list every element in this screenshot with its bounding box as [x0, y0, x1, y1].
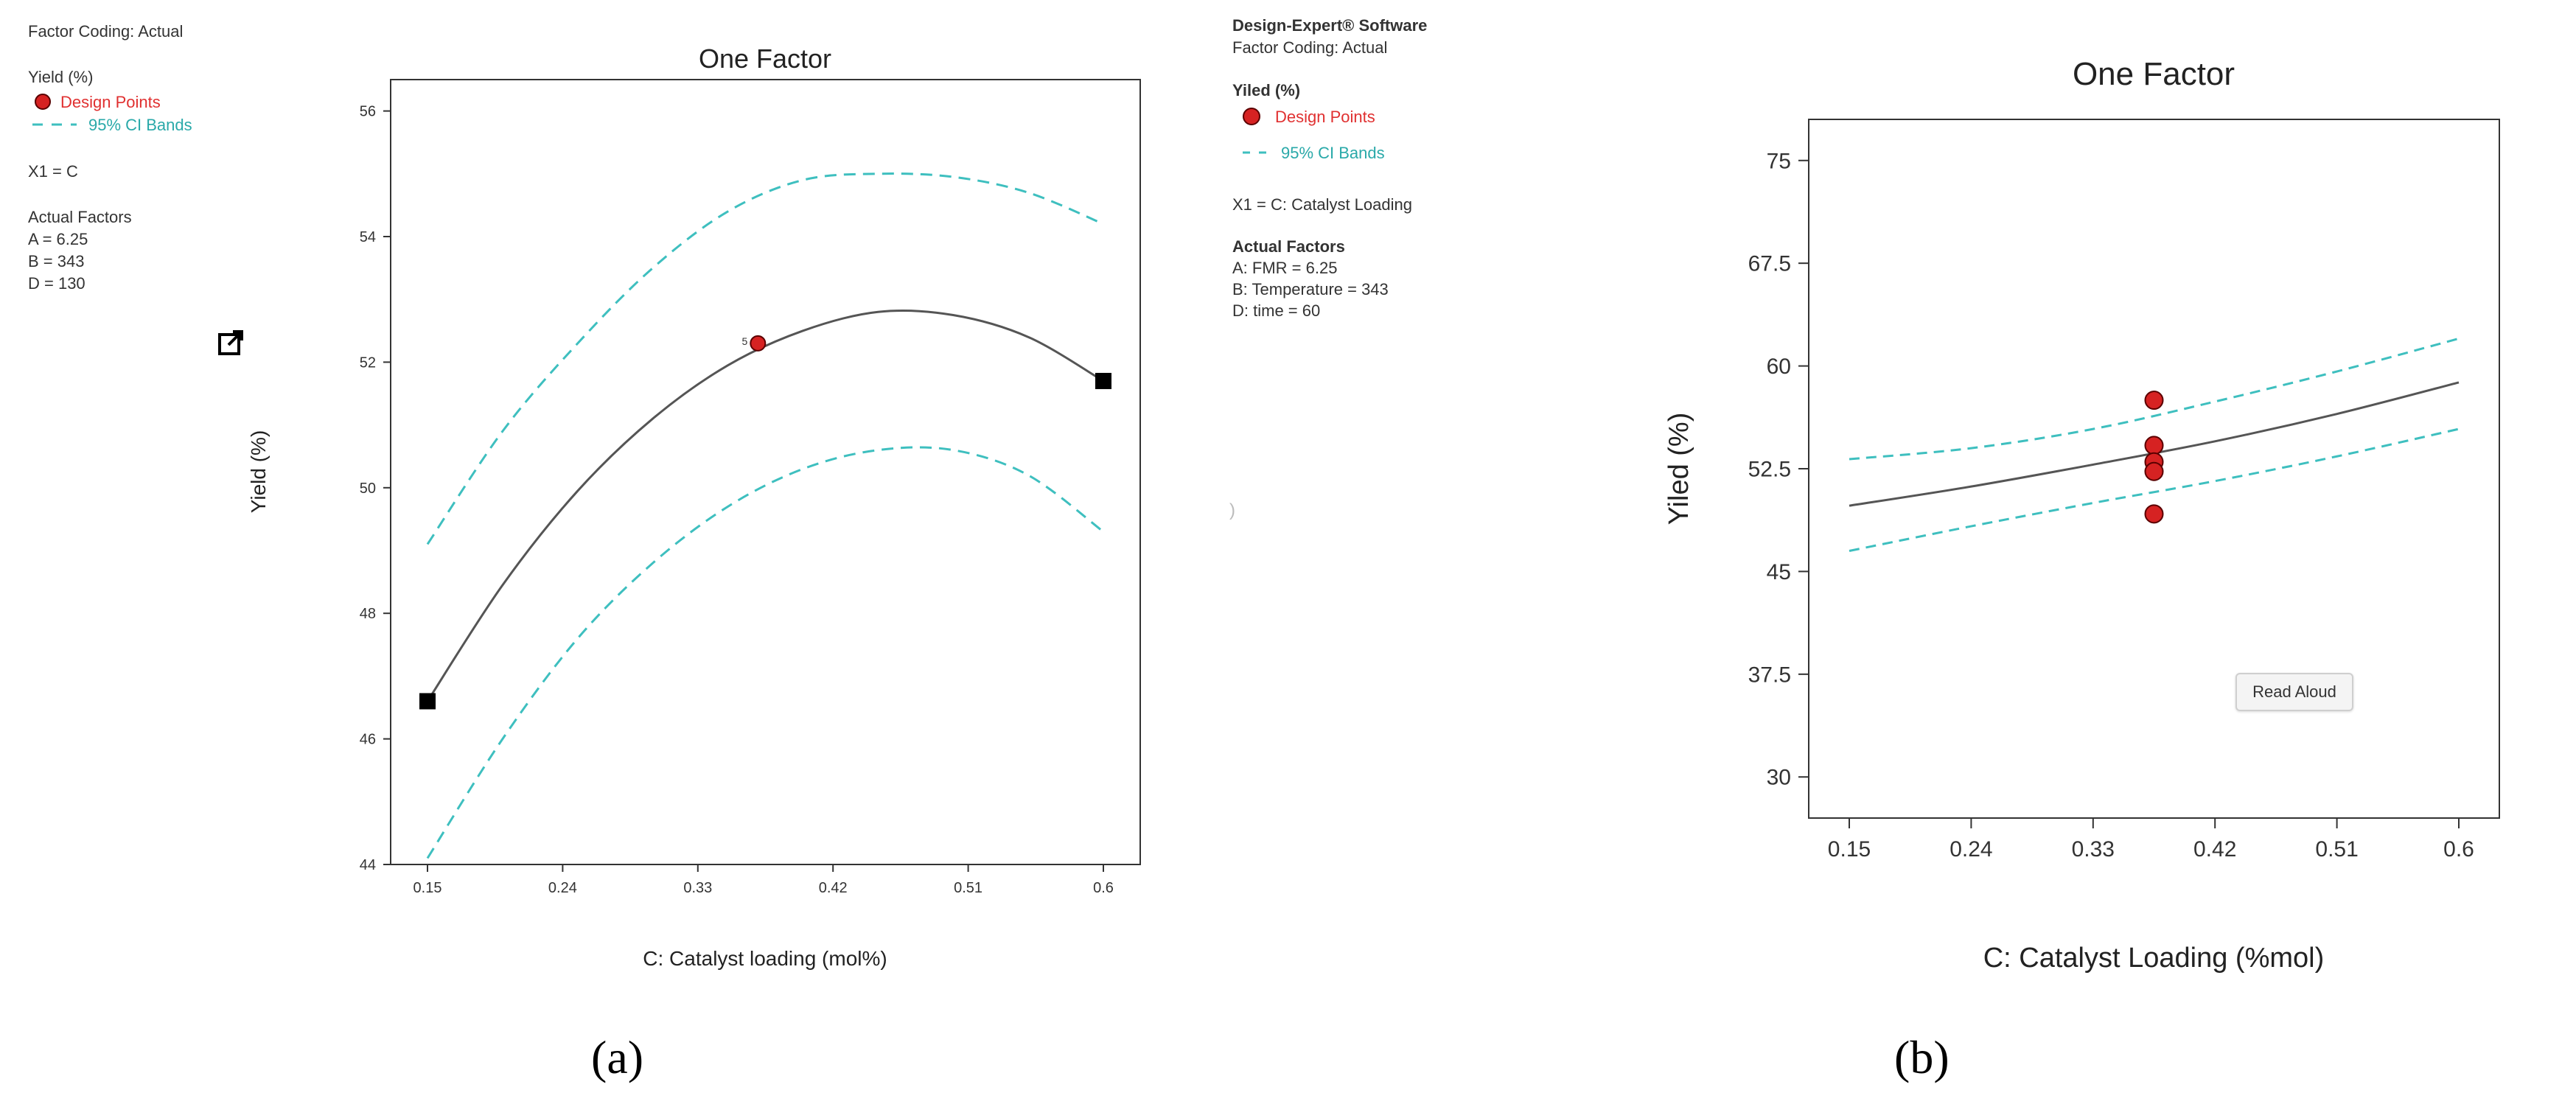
- x-tick-label: 0.24: [548, 880, 577, 896]
- factor-coding-b: Factor Coding: Actual: [1232, 38, 1387, 57]
- caption-b: (b): [1894, 1031, 1950, 1083]
- plot-frame-a: [390, 79, 1141, 865]
- actual-factor-time: D: time = 60: [1232, 301, 1320, 320]
- x-axis-label-a: C: Catalyst loading (mol%): [643, 947, 887, 970]
- ticks-a: 0.15 0.24 0.33 0.42 0.51 0.6 44 46 48 50 52 54 56: [360, 104, 1114, 896]
- y-tick-label: 54: [360, 229, 376, 245]
- y-tick-label: 67.5: [1748, 252, 1791, 276]
- chart-panel-a: One Factor C: Catalyst loading (mol%) Yi…: [28, 22, 1141, 970]
- x-tick-label: 0.15: [413, 880, 442, 896]
- divider-mark: ): [1229, 500, 1235, 520]
- endpoint-marker: [1095, 372, 1111, 389]
- ci-band-lower-a: [426, 446, 1104, 859]
- y-tick-label: 48: [360, 606, 376, 622]
- caption-a: (a): [591, 1031, 644, 1083]
- chart-panel-b: One Factor C: Catalyst Loading (%mol) Yi…: [1232, 16, 2500, 974]
- design-point: [750, 335, 767, 352]
- x-tick-label: 0.15: [1828, 837, 1871, 862]
- x1-definition-b: X1 = C: Catalyst Loading: [1232, 195, 1412, 214]
- ci-band-upper-b: [1849, 337, 2460, 461]
- ticks-b: 0.15 0.24 0.33 0.42 0.51 0.6 30 37.5 45 52.5 60 67.…: [1748, 149, 2474, 862]
- info-block-b: Design-Expert® Software Factor Coding: A…: [1232, 16, 1427, 320]
- info-block-a: Factor Coding: Actual Yield (%) Design P…: [28, 22, 192, 293]
- actual-factor-b: B = 343: [28, 252, 84, 270]
- x-tick-label: 0.51: [2315, 837, 2358, 862]
- external-link-icon[interactable]: [218, 330, 243, 355]
- software-name-b: Design-Expert® Software: [1232, 16, 1427, 35]
- design-point: [2144, 436, 2164, 455]
- legend-ci-bands-a: 95% CI Bands: [88, 116, 192, 134]
- x-axis-label-b: C: Catalyst Loading (%mol): [1983, 943, 2325, 974]
- y-tick-label: 45: [1767, 560, 1791, 584]
- y-tick-label: 44: [360, 857, 376, 873]
- chart-title-b: One Factor: [2073, 56, 2235, 92]
- legend-point-marker-b: [1243, 108, 1260, 125]
- y-tick-label: 30: [1767, 766, 1791, 790]
- x-tick-label: 0.51: [954, 880, 982, 896]
- design-point-count: 5: [742, 335, 748, 347]
- y-tick-label: 60: [1767, 354, 1791, 379]
- response-name-a: Yield (%): [28, 68, 93, 86]
- prediction-curve-b: [1849, 381, 2460, 507]
- read-aloud-button[interactable]: Read Aloud: [2235, 673, 2353, 711]
- y-tick-label: 75: [1767, 149, 1791, 173]
- design-point: [2144, 391, 2164, 410]
- x-tick-label: 0.33: [683, 880, 712, 896]
- endpoint-marker: [419, 693, 436, 710]
- markers-a: 5: [419, 335, 1111, 710]
- x-tick-label: 0.33: [2072, 837, 2115, 862]
- markers-b: [2144, 391, 2164, 524]
- x-tick-label: 0.6: [1093, 880, 1114, 896]
- actual-factor-a: A = 6.25: [28, 230, 88, 248]
- y-tick-label: 37.5: [1748, 663, 1791, 687]
- response-name-b: Yiled (%): [1232, 81, 1300, 99]
- actual-factor-fmr: A: FMR = 6.25: [1232, 259, 1337, 277]
- actual-factors-title-b: Actual Factors: [1232, 237, 1345, 256]
- x-tick-label: 0.42: [819, 880, 848, 896]
- legend-point-marker-a: [35, 94, 51, 110]
- x-tick-label: 0.24: [1950, 837, 1992, 862]
- y-tick-label: 56: [360, 104, 376, 120]
- ci-band-lower-b: [1849, 427, 2460, 552]
- legend-design-points-a: Design Points: [60, 93, 161, 111]
- ci-band-upper-a: [426, 172, 1104, 545]
- prediction-curve-a: [426, 310, 1104, 702]
- y-tick-label: 52.5: [1748, 458, 1791, 482]
- actual-factor-temperature: B: Temperature = 343: [1232, 280, 1389, 298]
- chart-title-a: One Factor: [699, 43, 831, 74]
- design-point: [2144, 461, 2164, 481]
- factor-coding-a: Factor Coding: Actual: [28, 22, 183, 41]
- design-point: [2144, 504, 2164, 524]
- actual-factor-d: D = 130: [28, 274, 85, 293]
- y-tick-label: 52: [360, 354, 376, 371]
- y-axis-label-b: Yiled (%): [1664, 413, 1694, 525]
- x-tick-label: 0.6: [2443, 837, 2474, 862]
- x1-definition-a: X1 = C: [28, 162, 78, 181]
- y-tick-label: 46: [360, 732, 376, 748]
- y-axis-label-a: Yield (%): [247, 430, 270, 514]
- x-tick-label: 0.42: [2193, 837, 2236, 862]
- y-tick-label: 50: [360, 481, 376, 497]
- legend-ci-bands-b: 95% CI Bands: [1281, 144, 1385, 162]
- actual-factors-title-a: Actual Factors: [28, 208, 132, 226]
- legend-design-points-b: Design Points: [1275, 108, 1375, 126]
